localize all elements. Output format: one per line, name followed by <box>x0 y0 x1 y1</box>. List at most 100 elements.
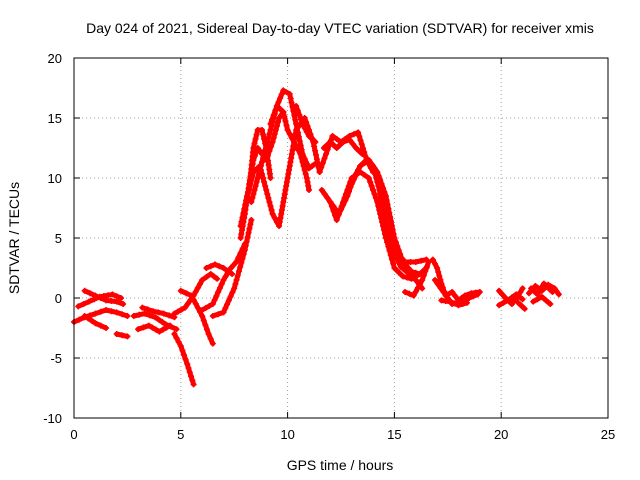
x-tick-label: 5 <box>177 427 184 442</box>
data-point-marker <box>406 290 413 297</box>
data-point-marker <box>356 148 363 154</box>
data-point-marker <box>418 257 425 264</box>
chart-title: Day 024 of 2021, Sidereal Day-to-day VTE… <box>86 20 594 36</box>
data-point-marker <box>296 138 303 145</box>
data-point-marker <box>224 301 231 308</box>
data-point-marker <box>156 328 163 335</box>
data-point-marker <box>327 139 334 145</box>
data-point-marker <box>388 242 395 249</box>
data-point-marker <box>220 309 227 316</box>
data-point-marker <box>209 340 216 347</box>
data-point-marker <box>386 234 393 241</box>
data-point-marker <box>279 203 286 209</box>
data-point-marker <box>159 319 166 325</box>
data-point-marker <box>295 133 302 140</box>
data-point-marker <box>371 191 378 197</box>
data-point-marker <box>298 155 305 161</box>
data-point-marker <box>525 290 532 297</box>
data-point-marker <box>265 195 272 201</box>
data-point-marker <box>528 285 535 292</box>
data-point-marker <box>288 155 295 161</box>
data-point-marker <box>276 223 283 229</box>
data-point-marker <box>336 142 343 148</box>
data-point-marker <box>103 325 110 331</box>
grid-lines <box>74 58 608 418</box>
data-point-marker <box>270 135 277 141</box>
data-point-marker <box>288 135 295 141</box>
data-point-marker <box>518 302 525 309</box>
data-point-marker <box>417 280 424 287</box>
data-point-marker <box>352 172 359 178</box>
data-point-marker <box>365 175 372 181</box>
data-point-marker <box>243 197 250 204</box>
y-tick-label: 10 <box>48 171 62 186</box>
data-point-marker <box>288 99 295 106</box>
data-point-marker <box>267 203 274 209</box>
data-point-marker <box>278 207 285 213</box>
data-point-marker <box>149 324 156 331</box>
data-point-marker <box>163 324 170 331</box>
data-point-marker <box>242 242 249 249</box>
data-point-marker <box>530 298 537 305</box>
data-point-marker <box>211 297 218 303</box>
data-point-marker <box>437 276 444 283</box>
data-point-marker <box>233 259 240 265</box>
data-point-marker <box>160 326 166 333</box>
data-point-marker <box>355 129 362 136</box>
tick-labels: 0 5 10 15 20 25 -10 -5 0 5 10 15 20 <box>43 51 615 442</box>
data-point-marker <box>207 335 214 342</box>
data-point-marker <box>278 211 285 217</box>
data-point-marker <box>281 195 288 201</box>
data-point-marker <box>412 269 419 276</box>
data-point-marker <box>283 183 290 189</box>
data-point-marker <box>414 284 421 291</box>
data-point-marker <box>266 131 273 137</box>
data-point-marker <box>303 175 310 181</box>
data-point-marker <box>87 290 94 297</box>
data-point-marker <box>377 211 384 217</box>
data-series <box>113 331 131 340</box>
data-point-marker <box>173 326 180 333</box>
data-point-marker <box>237 264 244 271</box>
data-point-marker <box>380 205 387 211</box>
data-point-marker <box>410 292 417 299</box>
data-point-marker <box>352 145 359 151</box>
data-point-marker <box>136 311 143 318</box>
data-point-marker <box>301 125 308 131</box>
data-point-marker <box>119 311 126 318</box>
data-point-marker <box>387 214 394 220</box>
data-point-marker <box>543 297 550 304</box>
data-point-marker <box>244 234 251 241</box>
data-point-marker <box>357 163 364 169</box>
data-point-marker <box>124 313 131 319</box>
data-point-marker <box>230 262 237 269</box>
data-point-marker <box>229 271 236 277</box>
data-point-marker <box>399 273 406 280</box>
data-point-marker <box>150 308 157 315</box>
data-point-marker <box>395 247 402 253</box>
data-point-marker <box>113 309 120 316</box>
x-tick-label: 15 <box>387 427 401 442</box>
data-point-marker <box>532 283 539 289</box>
data-point-marker <box>103 297 110 304</box>
data-point-marker <box>234 272 241 279</box>
data-point-marker <box>378 193 385 199</box>
data-point-marker <box>420 272 427 279</box>
data-point-marker <box>252 136 259 142</box>
data-point-marker <box>425 259 432 265</box>
data-point-marker <box>319 160 326 166</box>
data-point-marker <box>436 272 443 279</box>
data-point-marker <box>312 139 319 145</box>
data-point-marker <box>182 356 189 363</box>
data-point-marker <box>268 207 275 213</box>
data-point-marker <box>318 187 325 193</box>
data-point-marker <box>199 307 206 313</box>
data-point-marker <box>340 139 347 145</box>
data-point-marker <box>296 112 303 118</box>
data-point-marker <box>388 256 395 263</box>
data-point-marker <box>289 147 296 153</box>
data-point-marker <box>382 217 389 223</box>
data-point-marker <box>206 303 213 309</box>
data-point-marker <box>167 322 174 329</box>
data-point-marker <box>299 159 306 165</box>
